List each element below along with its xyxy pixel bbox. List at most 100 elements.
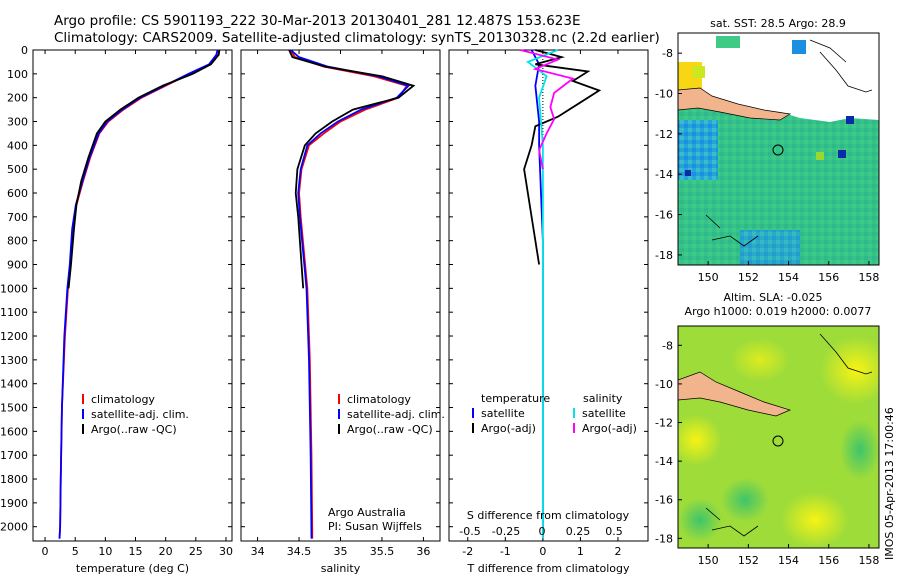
x-tick-label: 30 xyxy=(219,545,233,558)
map-y-tick-label: -12 xyxy=(655,417,673,430)
y-tick-label: 400 xyxy=(7,139,28,152)
x-axis-label-top: S difference from climatology xyxy=(467,509,630,522)
plot-frame xyxy=(240,49,441,542)
sst-pixel xyxy=(838,150,846,158)
temperature-profile-panel: 0 5 10 15 20 25 30 temperature (deg C) 0 100 200 30… xyxy=(0,44,233,575)
series-line-3 xyxy=(520,49,575,170)
map-y-tick-label: -8 xyxy=(662,47,673,60)
x-tick-label: 34.5 xyxy=(287,545,312,558)
x-tick-label-top: 0 xyxy=(539,525,546,538)
legend-label: satellite xyxy=(481,407,525,420)
series-line-2 xyxy=(67,49,221,289)
sst-map-frame xyxy=(677,32,880,266)
sst-argo-location xyxy=(772,144,784,156)
y-tick-label: 1500 xyxy=(0,402,28,415)
series-line-2 xyxy=(288,49,416,289)
y-tick-label: 0 xyxy=(21,44,28,57)
y-tick-label: 1400 xyxy=(0,378,28,391)
sst-map-title: sat. SST: 28.5 Argo: 28.9 xyxy=(710,17,846,30)
map-x-tick-label: 156 xyxy=(818,271,839,284)
sla-high xyxy=(730,338,790,382)
map-y-tick-label: -10 xyxy=(655,378,673,391)
salinity-profile-panel: 34 34.5 35 35.5 36 salinity climatology satelli… xyxy=(240,49,445,575)
map-y-tick-label: -16 xyxy=(655,494,673,507)
sla-high xyxy=(820,336,879,404)
map-x-tick-label: 158 xyxy=(858,554,879,567)
imos-footer-stamp: IMOS 05-Apr-2013 17:00:46 xyxy=(883,407,896,560)
y-tick-label: 1800 xyxy=(0,473,28,486)
y-tick-label: 1000 xyxy=(0,282,28,295)
plot-frame xyxy=(448,49,649,542)
map-x-tick-label: 152 xyxy=(738,271,759,284)
x-tick-label: 34 xyxy=(251,545,265,558)
sst-cloud-gap xyxy=(678,33,879,122)
map-x-tick-label: 154 xyxy=(778,554,799,567)
y-tick-label: 600 xyxy=(7,187,28,200)
x-tick-label: 1 xyxy=(577,545,584,558)
x-axis-label: T difference from climatology xyxy=(467,562,630,575)
map-x-tick-label: 150 xyxy=(698,554,719,567)
x-tick-label-top: -0.5 xyxy=(459,525,480,538)
y-tick-label: 1300 xyxy=(0,354,28,367)
x-tick-label: 2 xyxy=(614,545,621,558)
sla-low xyxy=(721,478,769,522)
x-tick-label-top: 0.25 xyxy=(566,525,591,538)
legend-label: satellite-adj. clim. xyxy=(347,408,445,421)
x-tick-label: 0 xyxy=(42,545,49,558)
sla-map-subtitle: Argo h1000: 0.019 h2000: 0.0077 xyxy=(685,305,872,318)
x-tick-label: -1 xyxy=(500,545,511,558)
series-line-1 xyxy=(58,49,219,539)
x-tick-label: 15 xyxy=(129,545,143,558)
sst-coast xyxy=(705,39,873,247)
legend-label: satellite-adj. clim. xyxy=(91,408,189,421)
sst-map-panel: sat. SST: 28.5 Argo: 28.9 150 152 154 156 15… xyxy=(655,17,880,284)
y-tick-label: 900 xyxy=(7,259,28,272)
map-y-tick-label: -12 xyxy=(655,128,673,141)
series-line-2 xyxy=(526,49,559,539)
y-tick-label: 1700 xyxy=(0,449,28,462)
y-tick-label: 300 xyxy=(7,116,28,129)
x-tick-label: -2 xyxy=(462,545,473,558)
sla-argo-location xyxy=(772,435,784,447)
map-y-tick-label: -18 xyxy=(655,532,673,545)
map-y-tick-label: -18 xyxy=(655,249,673,262)
x-tick-label: 35 xyxy=(334,545,348,558)
annotation: Argo Australia xyxy=(328,506,406,519)
y-tick-label: 100 xyxy=(7,68,28,81)
x-tick-label-top: 0.5 xyxy=(605,525,623,538)
x-tick-label: 35.5 xyxy=(370,545,395,558)
sla-high xyxy=(678,414,722,466)
sla-low xyxy=(678,498,722,542)
y-tick-label: 1900 xyxy=(0,497,28,510)
sst-pixel xyxy=(693,66,705,78)
plot-frame xyxy=(32,49,233,542)
map-x-tick-label: 152 xyxy=(738,554,759,567)
map-x-tick-label: 156 xyxy=(818,554,839,567)
annotation: PI: Susan Wijffels xyxy=(328,520,422,533)
legend-label: Argo(-adj) xyxy=(582,422,637,435)
sst-pixel xyxy=(816,152,824,160)
y-tick-label: 800 xyxy=(7,235,28,248)
series-line-1 xyxy=(523,49,602,265)
sla-map-title: Altim. SLA: -0.025 xyxy=(723,291,822,304)
x-tick-label: 0 xyxy=(539,545,546,558)
x-tick-label: 10 xyxy=(98,545,112,558)
legend-label: Argo(..raw -QC) xyxy=(347,423,433,436)
map-y-tick-label: -8 xyxy=(662,339,673,352)
sst-field-cool xyxy=(740,230,800,265)
sst-pixel xyxy=(685,170,691,176)
legend-label: Argo(..raw -QC) xyxy=(91,423,177,436)
sst-pixel xyxy=(846,116,854,124)
sla-map-frame xyxy=(677,325,880,549)
x-tick-label: 36 xyxy=(416,545,430,558)
header-line-1: Argo profile: CS 5901193_222 30-Mar-2013… xyxy=(54,13,581,29)
map-x-tick-label: 158 xyxy=(858,271,879,284)
x-tick-label: 25 xyxy=(189,545,203,558)
map-y-tick-label: -16 xyxy=(655,209,673,222)
map-y-tick-label: -14 xyxy=(655,455,673,468)
sst-field-cool xyxy=(678,120,718,180)
series-line-0 xyxy=(289,49,409,539)
sla-high xyxy=(781,492,849,548)
x-axis-label: salinity xyxy=(321,562,361,575)
map-x-tick-label: 154 xyxy=(778,271,799,284)
